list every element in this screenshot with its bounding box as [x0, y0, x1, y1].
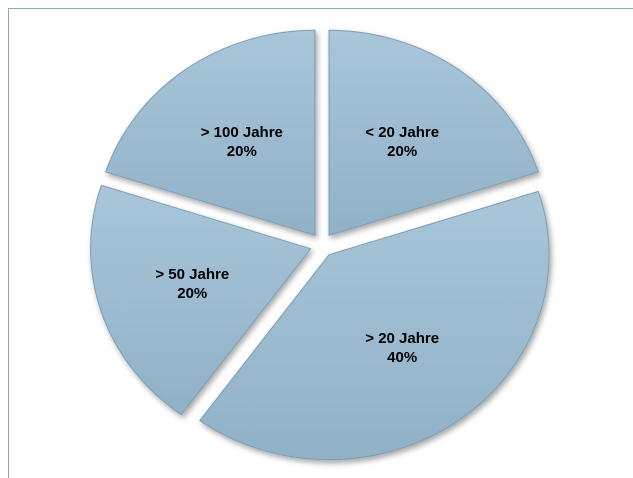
slice-value-label: 20% [177, 285, 207, 302]
pie-slice [105, 29, 316, 236]
pie: < 20 Jahre 20% > 20 Jahre 40% > 50 Jahre 20% >… [90, 29, 550, 461]
slice-value-label: 20% [227, 143, 257, 160]
slice-label: < 20 Jahre [365, 124, 439, 141]
slice-value-label: 40% [387, 349, 417, 366]
frame-border [8, 8, 633, 478]
slice-value-label: 20% [387, 143, 417, 160]
slice-label: > 100 Jahre [201, 124, 283, 141]
pie-slice [328, 29, 539, 236]
slice-label: > 50 Jahre [155, 266, 229, 283]
pie-slice [199, 190, 550, 461]
slice-label: > 20 Jahre [365, 330, 439, 347]
pie-slice [90, 184, 312, 416]
